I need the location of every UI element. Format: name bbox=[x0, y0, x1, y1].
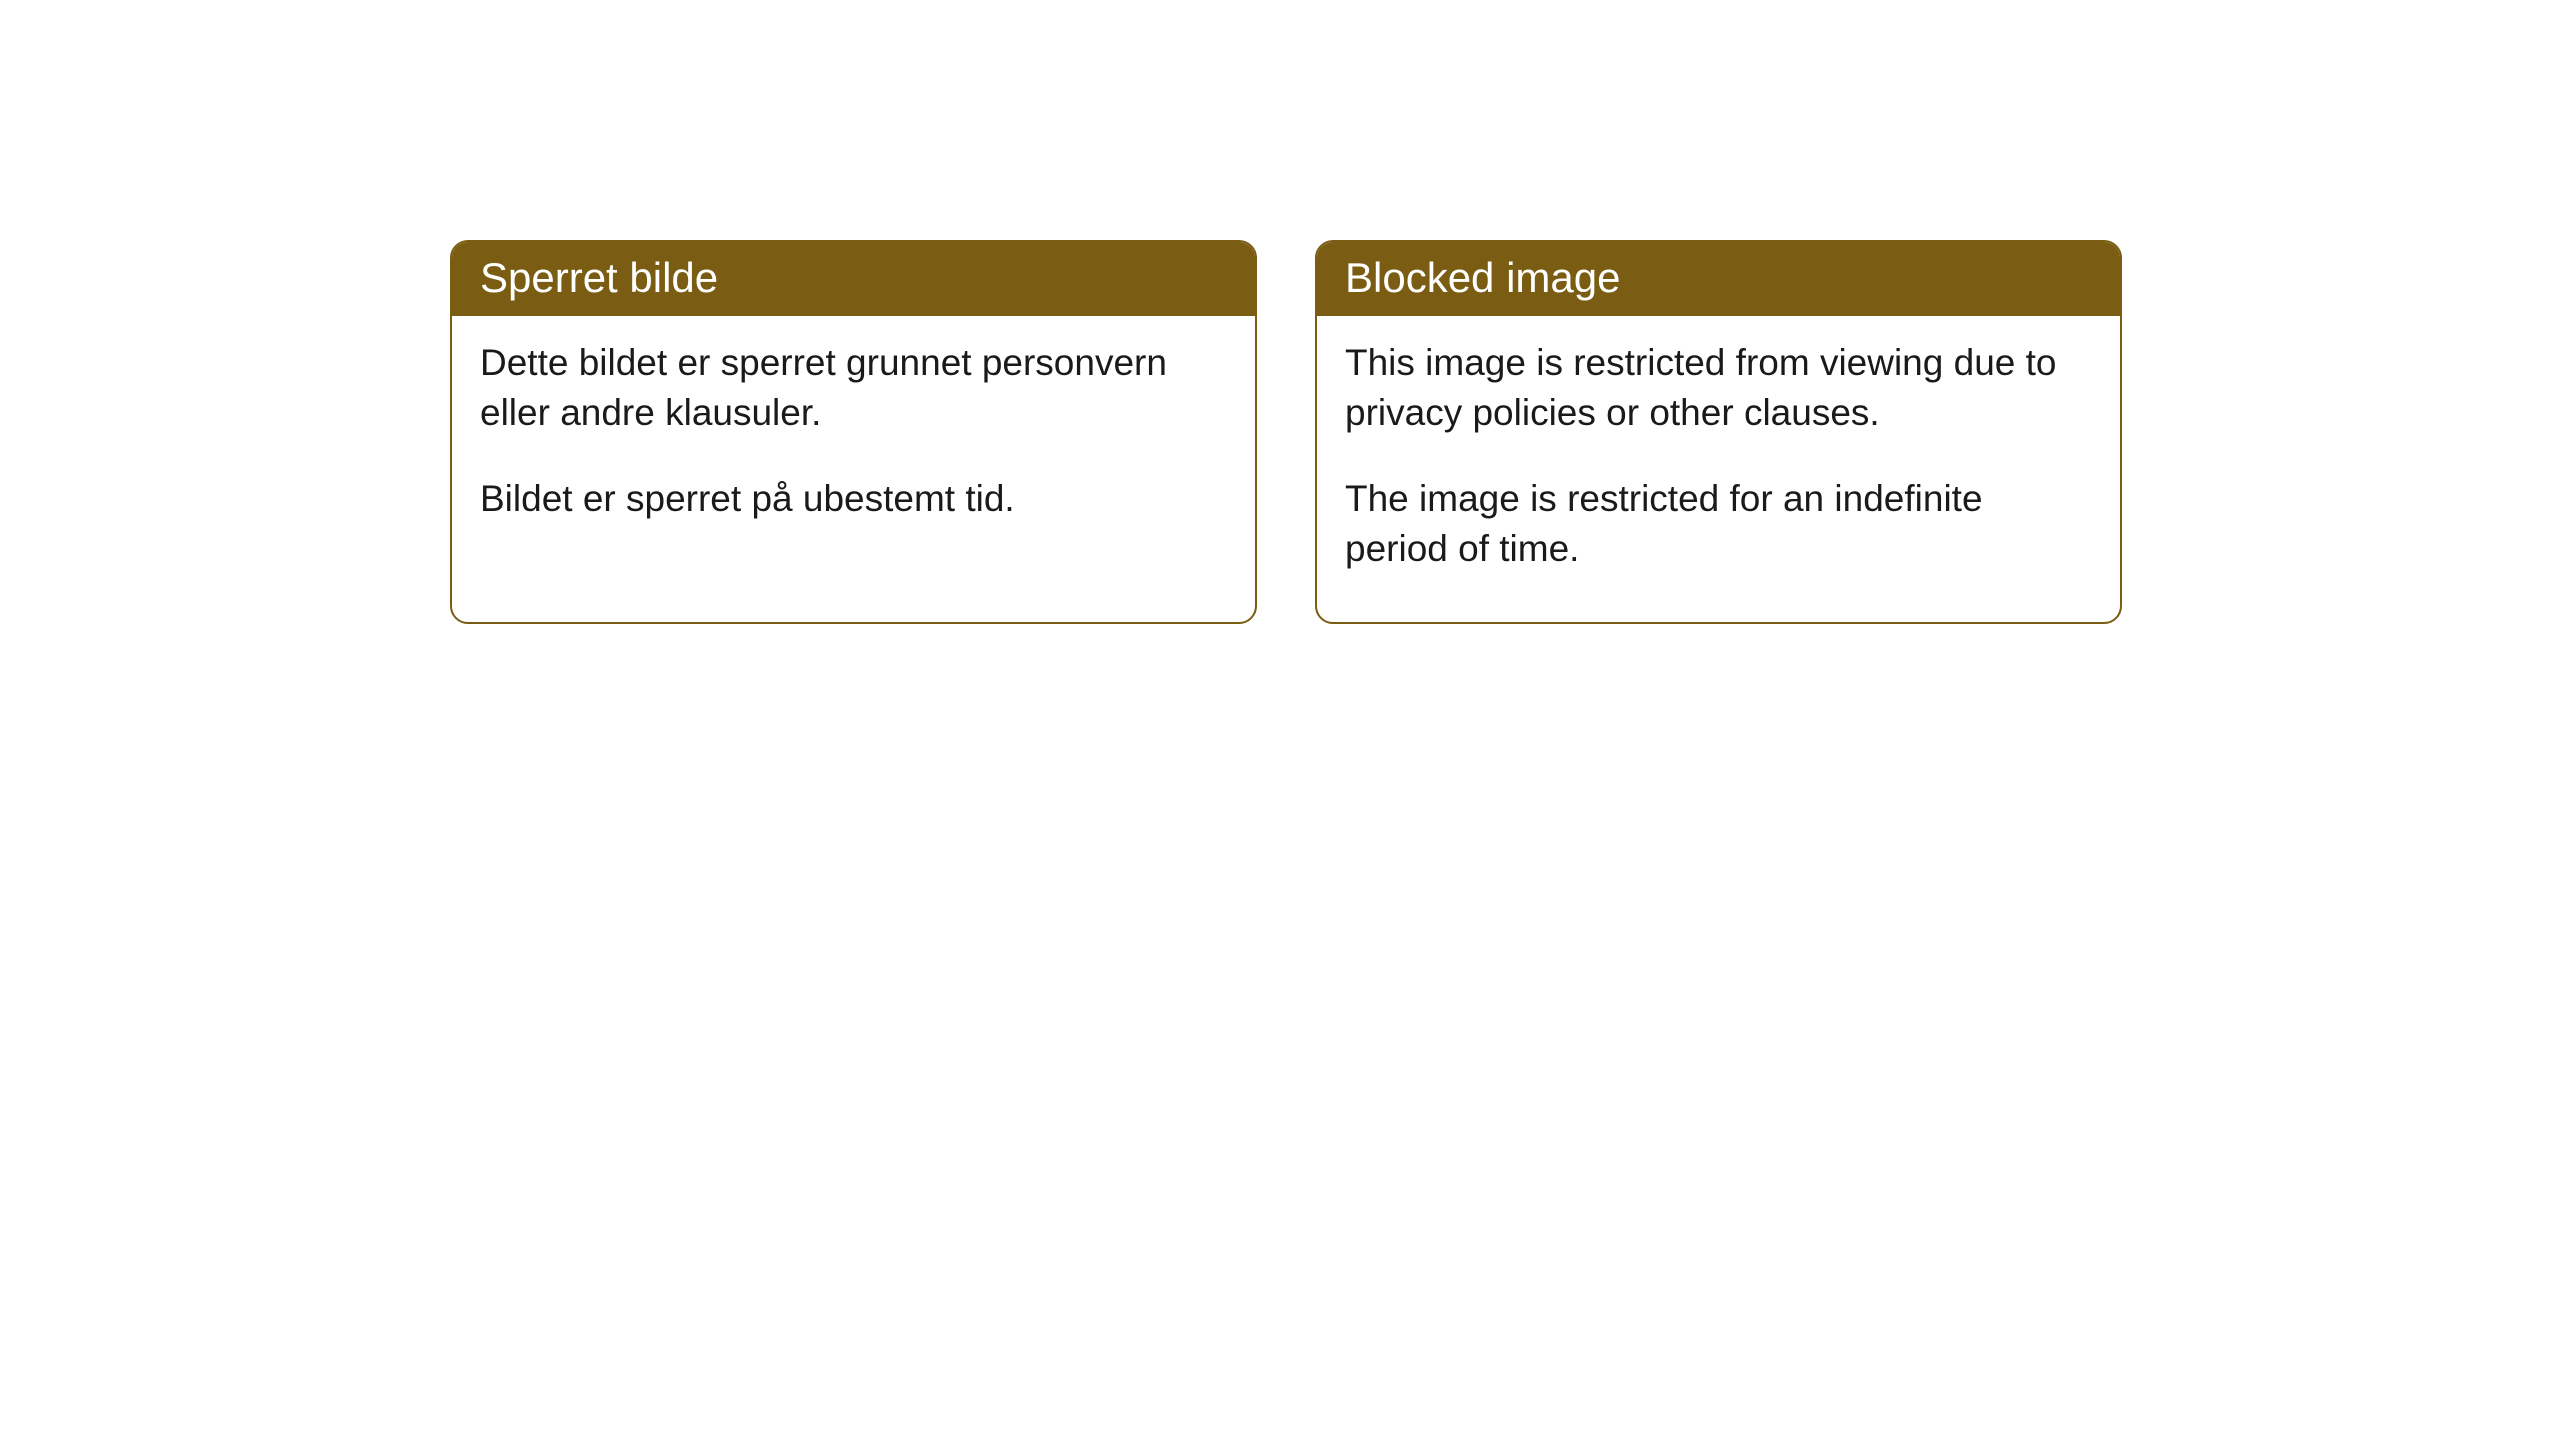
card-header: Blocked image bbox=[1317, 242, 2120, 316]
notice-card-english: Blocked image This image is restricted f… bbox=[1315, 240, 2122, 624]
card-paragraph: Bildet er sperret på ubestemt tid. bbox=[480, 474, 1227, 524]
card-title: Sperret bilde bbox=[480, 254, 718, 301]
notice-cards-container: Sperret bilde Dette bildet er sperret gr… bbox=[450, 240, 2122, 624]
card-body: This image is restricted from viewing du… bbox=[1317, 316, 2120, 622]
card-title: Blocked image bbox=[1345, 254, 1620, 301]
card-paragraph: Dette bildet er sperret grunnet personve… bbox=[480, 338, 1227, 438]
card-header: Sperret bilde bbox=[452, 242, 1255, 316]
card-body: Dette bildet er sperret grunnet personve… bbox=[452, 316, 1255, 572]
card-paragraph: This image is restricted from viewing du… bbox=[1345, 338, 2092, 438]
notice-card-norwegian: Sperret bilde Dette bildet er sperret gr… bbox=[450, 240, 1257, 624]
card-paragraph: The image is restricted for an indefinit… bbox=[1345, 474, 2092, 574]
